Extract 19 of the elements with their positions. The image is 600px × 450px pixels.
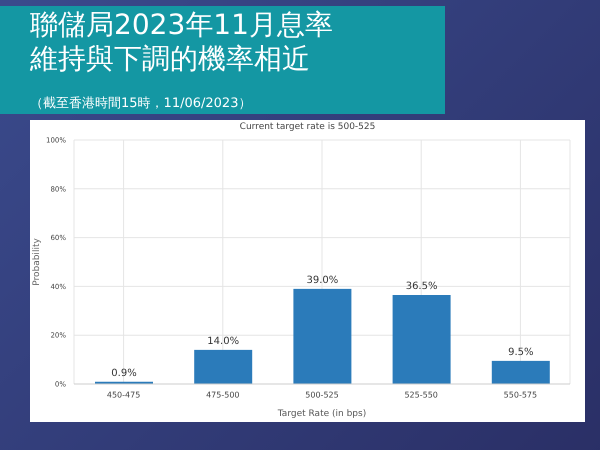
- x-tick-label: 525-550: [404, 390, 438, 400]
- x-tick-label: 450-475: [106, 390, 140, 400]
- y-axis-title: Probability: [32, 238, 42, 286]
- data-label: 9.5%: [508, 346, 534, 358]
- data-label: 39.0%: [306, 274, 338, 286]
- x-tick-label: 500-525: [305, 390, 339, 400]
- bar: [293, 288, 352, 384]
- data-label: 0.9%: [111, 368, 137, 379]
- data-label: 36.5%: [406, 280, 438, 292]
- x-axis-title: Target Rate (in bps): [276, 409, 366, 419]
- x-tick-label: 475-500: [206, 390, 240, 400]
- chart-subtitle: Current target rate is 500-525: [238, 122, 376, 132]
- bar: [492, 360, 550, 384]
- x-tick-label: 550-575: [504, 390, 538, 400]
- data-label: 14.0%: [207, 336, 240, 347]
- bar: [392, 294, 451, 384]
- text: （截至香港時間15時，11/06/2023）: [30, 96, 252, 111]
- bar: [194, 350, 252, 384]
- chart-title: 聯儲局2023年11月息率維持與下調的機率相近: [30, 8, 334, 76]
